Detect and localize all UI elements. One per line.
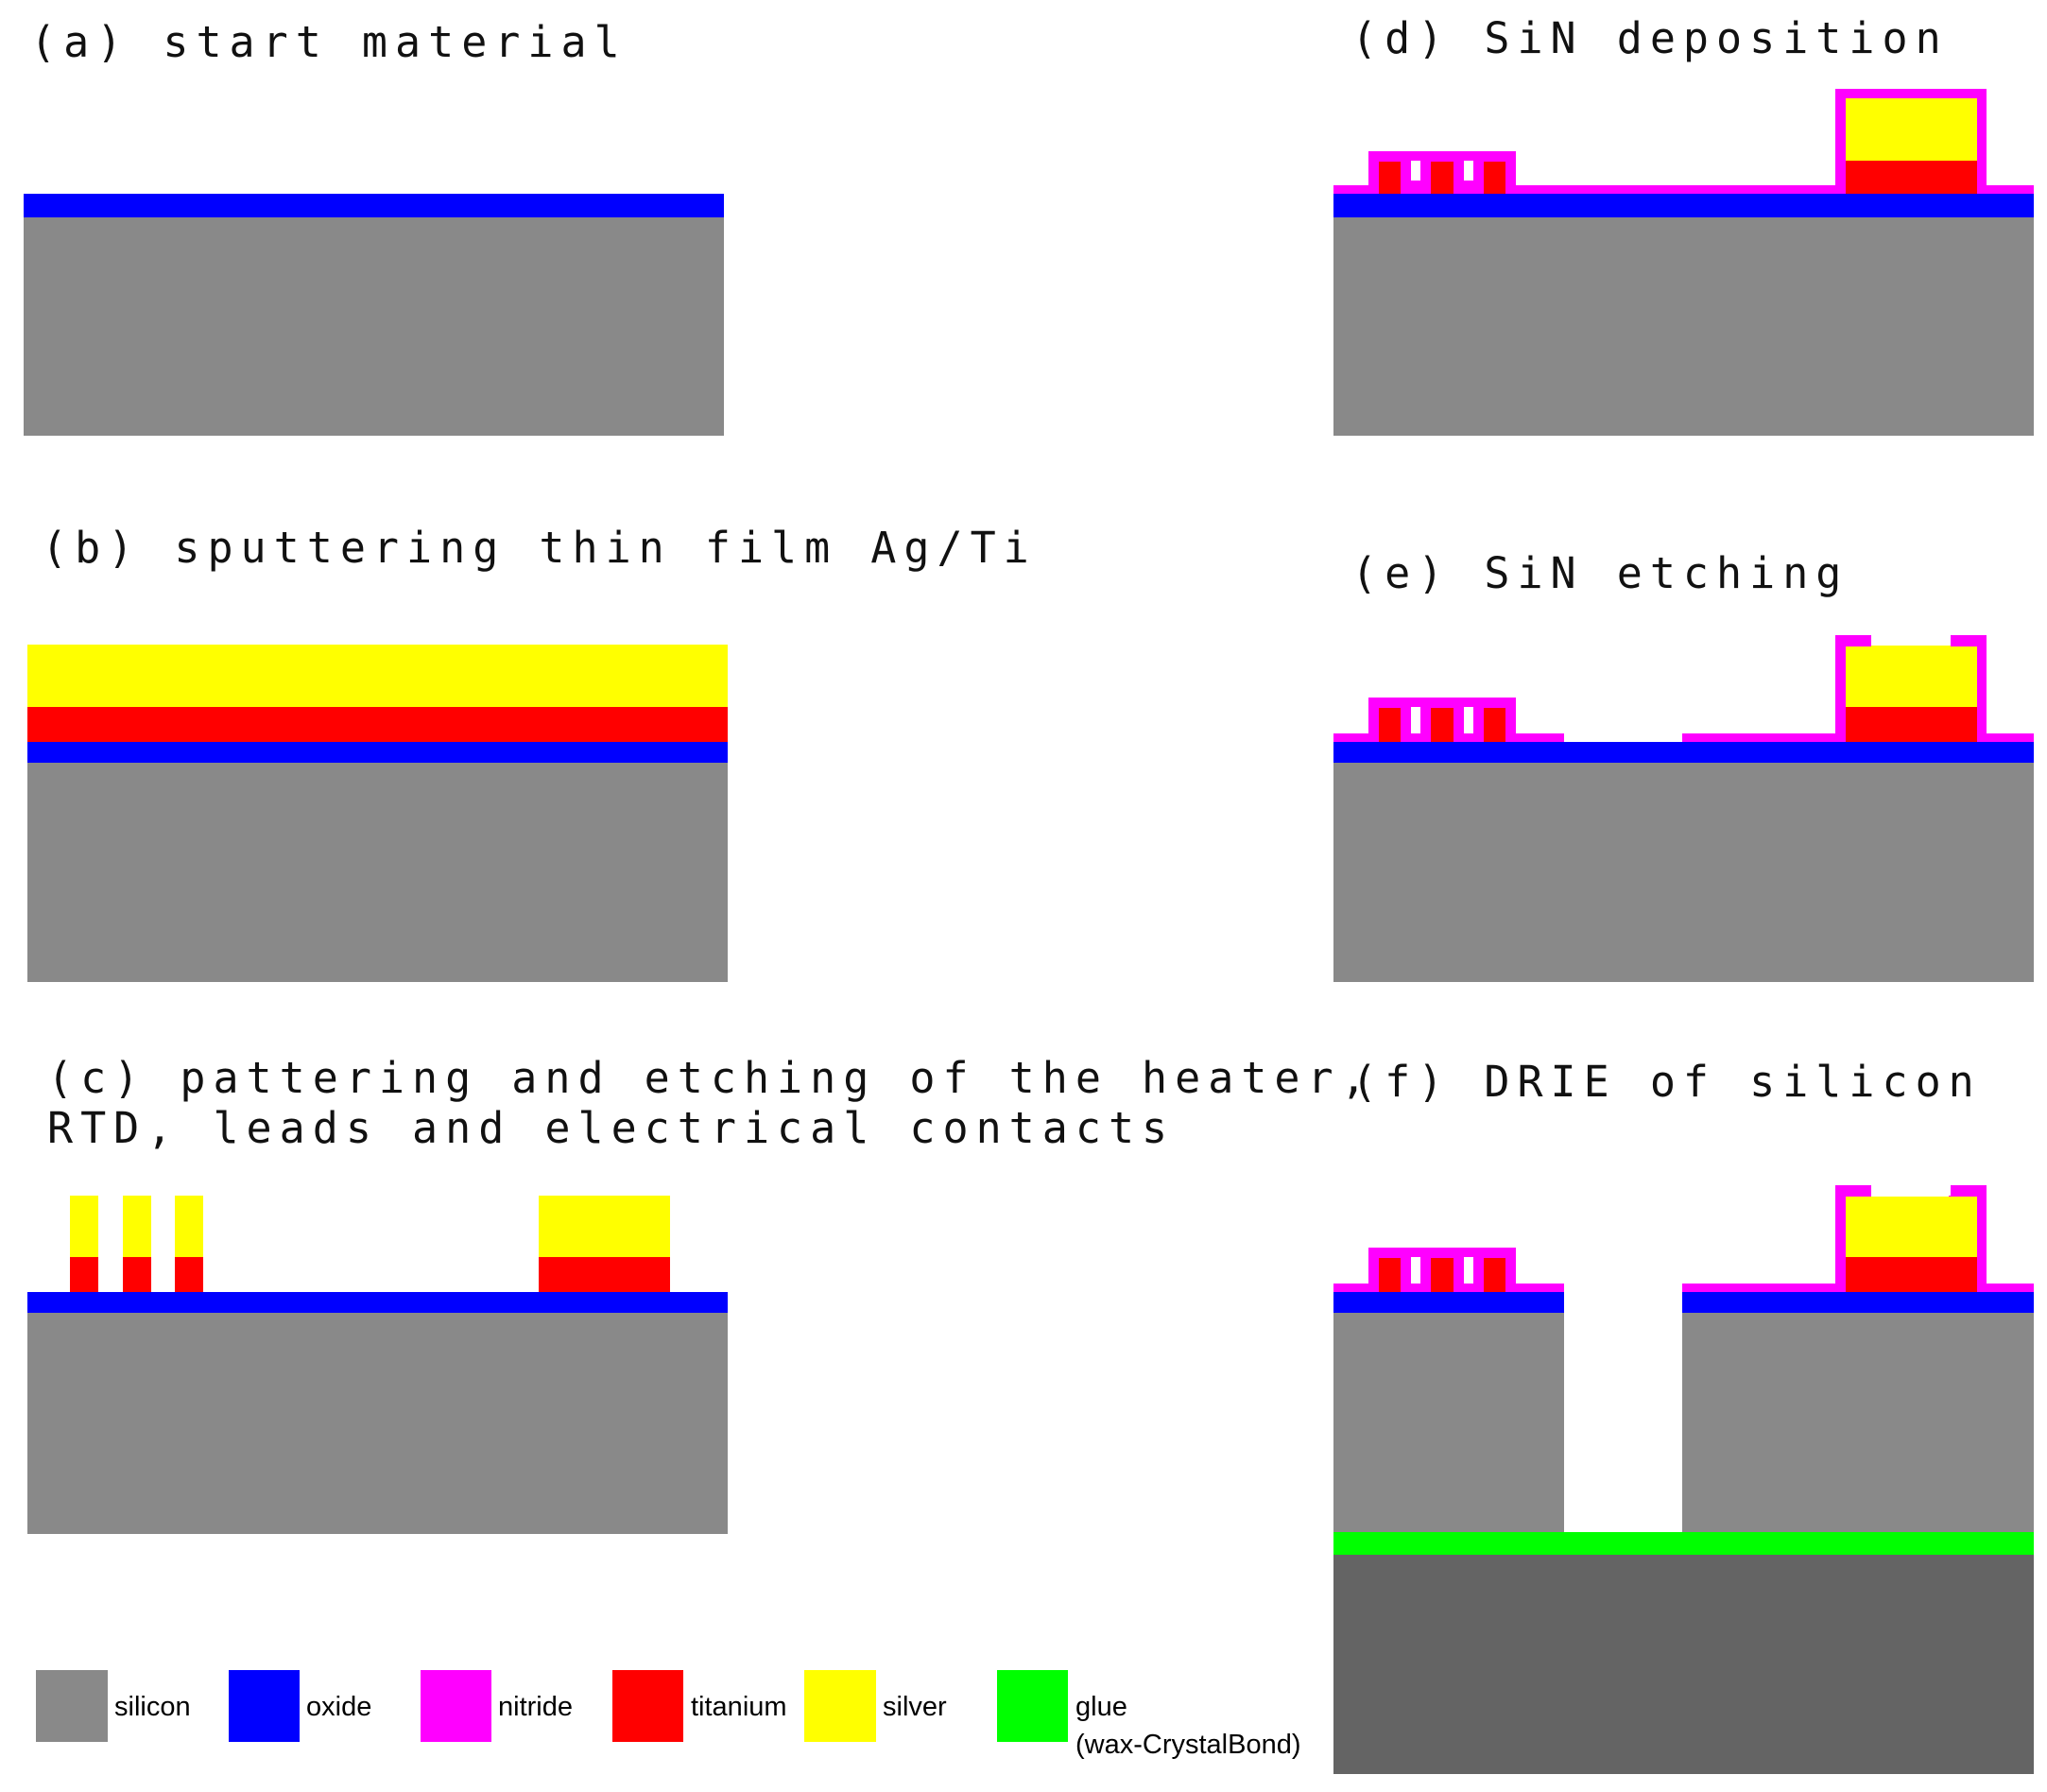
nitride-bridge: [1368, 698, 1516, 707]
contact-pad-silver: [1846, 1197, 1977, 1257]
nitride-bridge: [1368, 1248, 1516, 1257]
legend-label-titanium: titanium: [691, 1692, 787, 1722]
silicon-left: [1333, 1313, 1564, 1532]
legend-swatch-silicon: [36, 1670, 108, 1742]
handle-substrate: [1333, 1555, 2034, 1774]
silicon-right: [1682, 1313, 2034, 1532]
nitride-base-layer: [1333, 185, 2034, 194]
heater-line-1-silver: [70, 1196, 98, 1257]
panel-b-title: (b) sputtering thin film Ag/Ti: [42, 523, 1037, 573]
heater-line-1-titanium: [1379, 162, 1401, 194]
panel-e-title: (e) SiN etching: [1351, 548, 1849, 598]
pad-open-window-bg: [1871, 1185, 1951, 1196]
contact-pad-titanium: [1846, 1257, 1977, 1292]
legend-swatch-silver: [804, 1670, 876, 1742]
panel-c-title-line1: (c) pattering and etching of the heater,: [47, 1053, 1374, 1103]
legend-swatch-oxide: [229, 1670, 300, 1742]
gap-between-heaters-2: [1464, 151, 1473, 181]
oxide-layer: [1333, 194, 2034, 217]
heater-line-3-silver: [175, 1196, 203, 1257]
heater-line-3-titanium: [1484, 708, 1505, 742]
panel-f-title: (f) DRIE of silicon: [1351, 1057, 1982, 1107]
silicon-layer: [1333, 217, 2034, 436]
panel-b-cross-section: [27, 645, 728, 982]
legend: [36, 1670, 1068, 1742]
nitride-pad-right-lip: [1951, 635, 1987, 646]
legend-label-oxide: oxide: [306, 1692, 372, 1722]
heater-line-3-titanium: [1484, 162, 1505, 194]
panel-c-cross-section: [27, 1196, 728, 1534]
nitride-pad-left-lip: [1835, 635, 1871, 646]
contact-pad-silver: [1846, 98, 1977, 161]
oxide-layer: [24, 194, 724, 217]
oxide-left: [1333, 1292, 1564, 1313]
silicon-layer: [27, 763, 728, 982]
legend-swatch-nitride: [421, 1670, 491, 1742]
heater-line-2-titanium: [123, 1257, 151, 1292]
panel-f-cross-section: [1333, 1185, 2034, 1774]
pad-open-window-bg: [1871, 635, 1951, 646]
glue-layer: [1333, 1532, 2034, 1555]
contact-pad-titanium: [1846, 707, 1977, 742]
panel-e-cross-section: [1333, 635, 2034, 982]
heater-line-2-titanium: [1431, 708, 1454, 742]
heater-line-2-silver: [123, 1196, 151, 1257]
silicon-layer: [27, 1313, 728, 1534]
heater-line-1-titanium: [1379, 1258, 1401, 1292]
oxide-layer: [27, 1292, 728, 1313]
heater-line-2-titanium: [1431, 162, 1454, 194]
heater-line-1-titanium: [70, 1257, 98, 1292]
panel-d-cross-section: [1333, 89, 2034, 436]
legend-label-nitride: nitride: [498, 1692, 573, 1722]
panel-a-title: (a) start material: [30, 17, 628, 67]
panel-c-title-line2: RTD, leads and electrical contacts: [47, 1103, 1176, 1153]
oxide-right: [1682, 1292, 2034, 1313]
legend-label-glue: glue: [1075, 1692, 1127, 1722]
oxide-layer: [27, 742, 728, 763]
nitride-pad-right-lip: [1951, 1185, 1987, 1197]
legend-label-silver: silver: [883, 1692, 947, 1722]
panel-d-title: (d) SiN deposition: [1351, 13, 1949, 63]
legend-swatch-titanium: [612, 1670, 683, 1742]
heater-line-3-titanium: [1484, 1258, 1505, 1292]
titanium-layer: [27, 707, 728, 742]
panel-a-cross-section: [24, 194, 724, 436]
heater-line-1-titanium: [1379, 708, 1401, 742]
heater-line-3-titanium: [175, 1257, 203, 1292]
oxide-layer: [1333, 742, 2034, 763]
legend-label-glue-detail: (wax-CrystalBond): [1075, 1730, 1301, 1760]
legend-label-silicon: silicon: [114, 1692, 191, 1722]
nitride-pad-left-lip: [1835, 1185, 1871, 1197]
contact-pad-titanium: [539, 1257, 670, 1292]
silicon-layer: [24, 217, 724, 436]
contact-pad-titanium: [1846, 161, 1977, 194]
heater-line-2-titanium: [1431, 1258, 1454, 1292]
legend-swatch-glue: [997, 1670, 1068, 1742]
contact-pad-silver: [1846, 646, 1977, 707]
silver-layer: [27, 645, 728, 707]
contact-pad-silver: [539, 1196, 670, 1257]
gap-between-heaters-1: [1411, 151, 1420, 181]
silicon-layer: [1333, 763, 2034, 982]
